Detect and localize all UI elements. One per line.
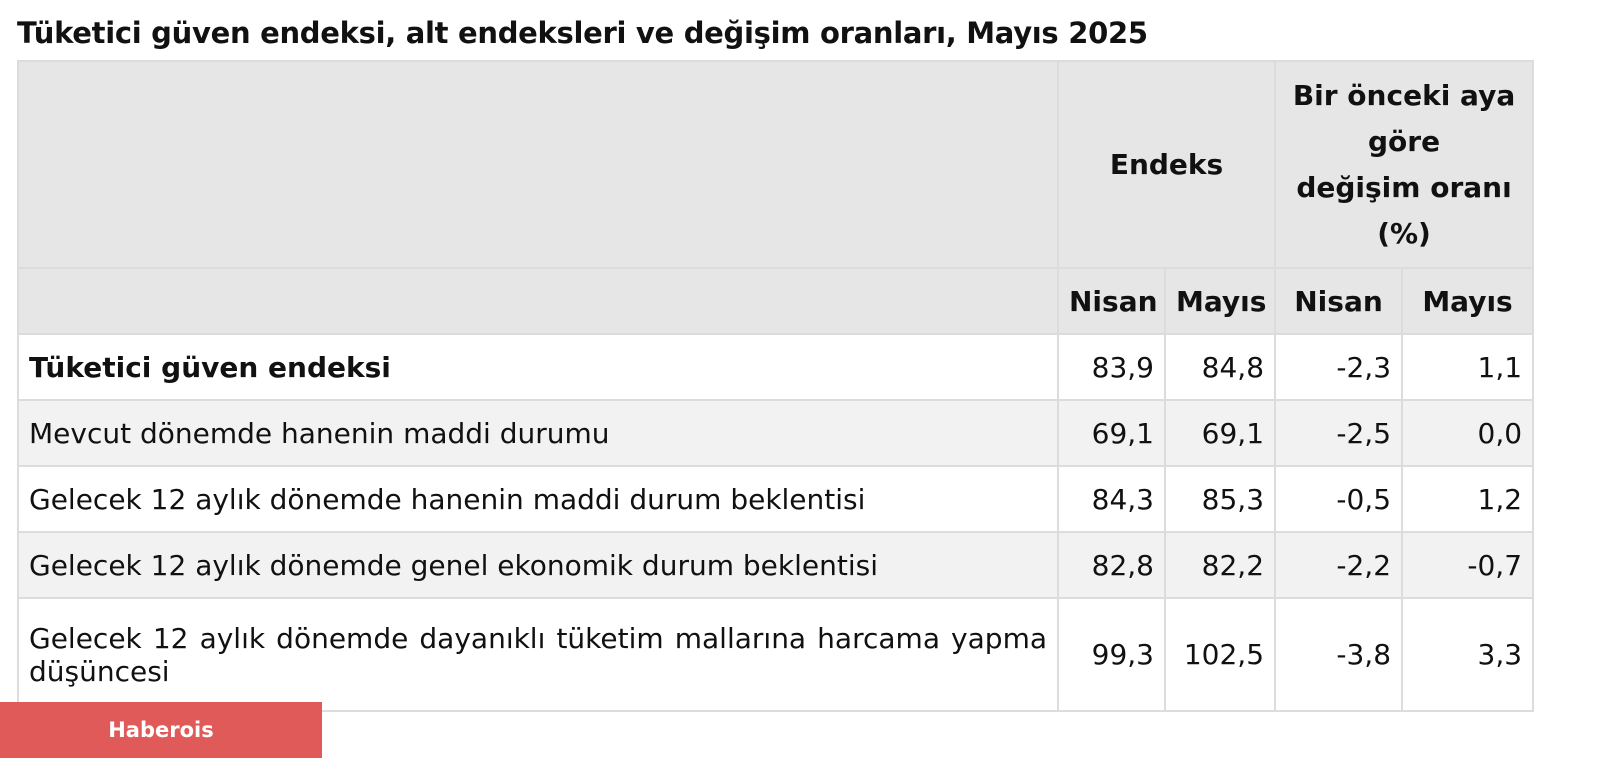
cell-value: 85,3 bbox=[1163, 465, 1277, 533]
table-row: Gelecek 12 aylık dönemde genel ekonomik … bbox=[17, 531, 1535, 599]
cell-value: 83,9 bbox=[1057, 333, 1166, 401]
cell-value: 84,3 bbox=[1057, 465, 1166, 533]
sub-header: Mayıs bbox=[1163, 267, 1277, 335]
header-row: Nisan Mayıs Nisan Mayıs bbox=[17, 267, 1535, 335]
sub-header: Nisan bbox=[1274, 267, 1404, 335]
table-title: Tüketici güven endeksi, alt endeksleri v… bbox=[17, 16, 1148, 50]
table-row: Gelecek 12 aylık dönemde dayanıklı tüket… bbox=[17, 597, 1535, 712]
header-line: (%) bbox=[1377, 216, 1431, 250]
data-table: Endeks Bir önceki aya göre değişim oranı (… bbox=[17, 60, 1535, 712]
cell-value: 102,5 bbox=[1163, 597, 1277, 712]
cell-value: 82,2 bbox=[1163, 531, 1277, 599]
sub-header: Mayıs bbox=[1401, 267, 1535, 335]
cell-value: 82,8 bbox=[1057, 531, 1166, 599]
row-label: Gelecek 12 aylık dönemde hanenin maddi d… bbox=[17, 465, 1059, 533]
cell-value: -3,8 bbox=[1274, 597, 1404, 712]
row-label: Gelecek 12 aylık dönemde genel ekonomik … bbox=[17, 531, 1059, 599]
cell-value: -2,5 bbox=[1274, 399, 1404, 467]
row-label: Tüketici güven endeksi bbox=[17, 333, 1059, 401]
empty-header bbox=[17, 267, 1059, 335]
table-head: Endeks Bir önceki aya göre değişim oranı (… bbox=[17, 60, 1535, 335]
empty-header bbox=[17, 60, 1059, 269]
group-header: Endeks bbox=[1056, 60, 1277, 269]
table-row: Tüketici güven endeksi 83,9 84,8 -2,3 1,1 bbox=[17, 333, 1535, 401]
header-line: Bir önceki aya göre bbox=[1292, 78, 1516, 158]
table-row: Gelecek 12 aylık dönemde hanenin maddi d… bbox=[17, 465, 1535, 533]
cell-value: 99,3 bbox=[1057, 597, 1166, 712]
group-header: Bir önceki aya göre değişim oranı (%) bbox=[1274, 60, 1535, 269]
cell-value: -0,5 bbox=[1274, 465, 1404, 533]
cell-value: 69,1 bbox=[1163, 399, 1277, 467]
cell-value: -2,3 bbox=[1274, 333, 1404, 401]
cell-value: 1,1 bbox=[1401, 333, 1535, 401]
cell-value: -2,2 bbox=[1274, 531, 1404, 599]
cell-value: 0,0 bbox=[1401, 399, 1535, 467]
row-label: Mevcut dönemde hanenin maddi durumu bbox=[17, 399, 1059, 467]
sub-header: Nisan bbox=[1057, 267, 1166, 335]
header-line: değişim oranı bbox=[1296, 170, 1512, 204]
cell-value: 69,1 bbox=[1057, 399, 1166, 467]
row-label: Gelecek 12 aylık dönemde dayanıklı tüket… bbox=[17, 597, 1059, 712]
header-row: Endeks Bir önceki aya göre değişim oranı (… bbox=[17, 60, 1535, 269]
cell-value: 3,3 bbox=[1401, 597, 1535, 712]
table-body: Tüketici güven endeksi 83,9 84,8 -2,3 1,1 Mev… bbox=[17, 333, 1535, 712]
watermark: Haberois bbox=[0, 702, 322, 758]
cell-value: 1,2 bbox=[1401, 465, 1535, 533]
table-row: Mevcut dönemde hanenin maddi durumu 69,1 6… bbox=[17, 399, 1535, 467]
cell-value: -0,7 bbox=[1401, 531, 1535, 599]
cell-value: 84,8 bbox=[1163, 333, 1277, 401]
